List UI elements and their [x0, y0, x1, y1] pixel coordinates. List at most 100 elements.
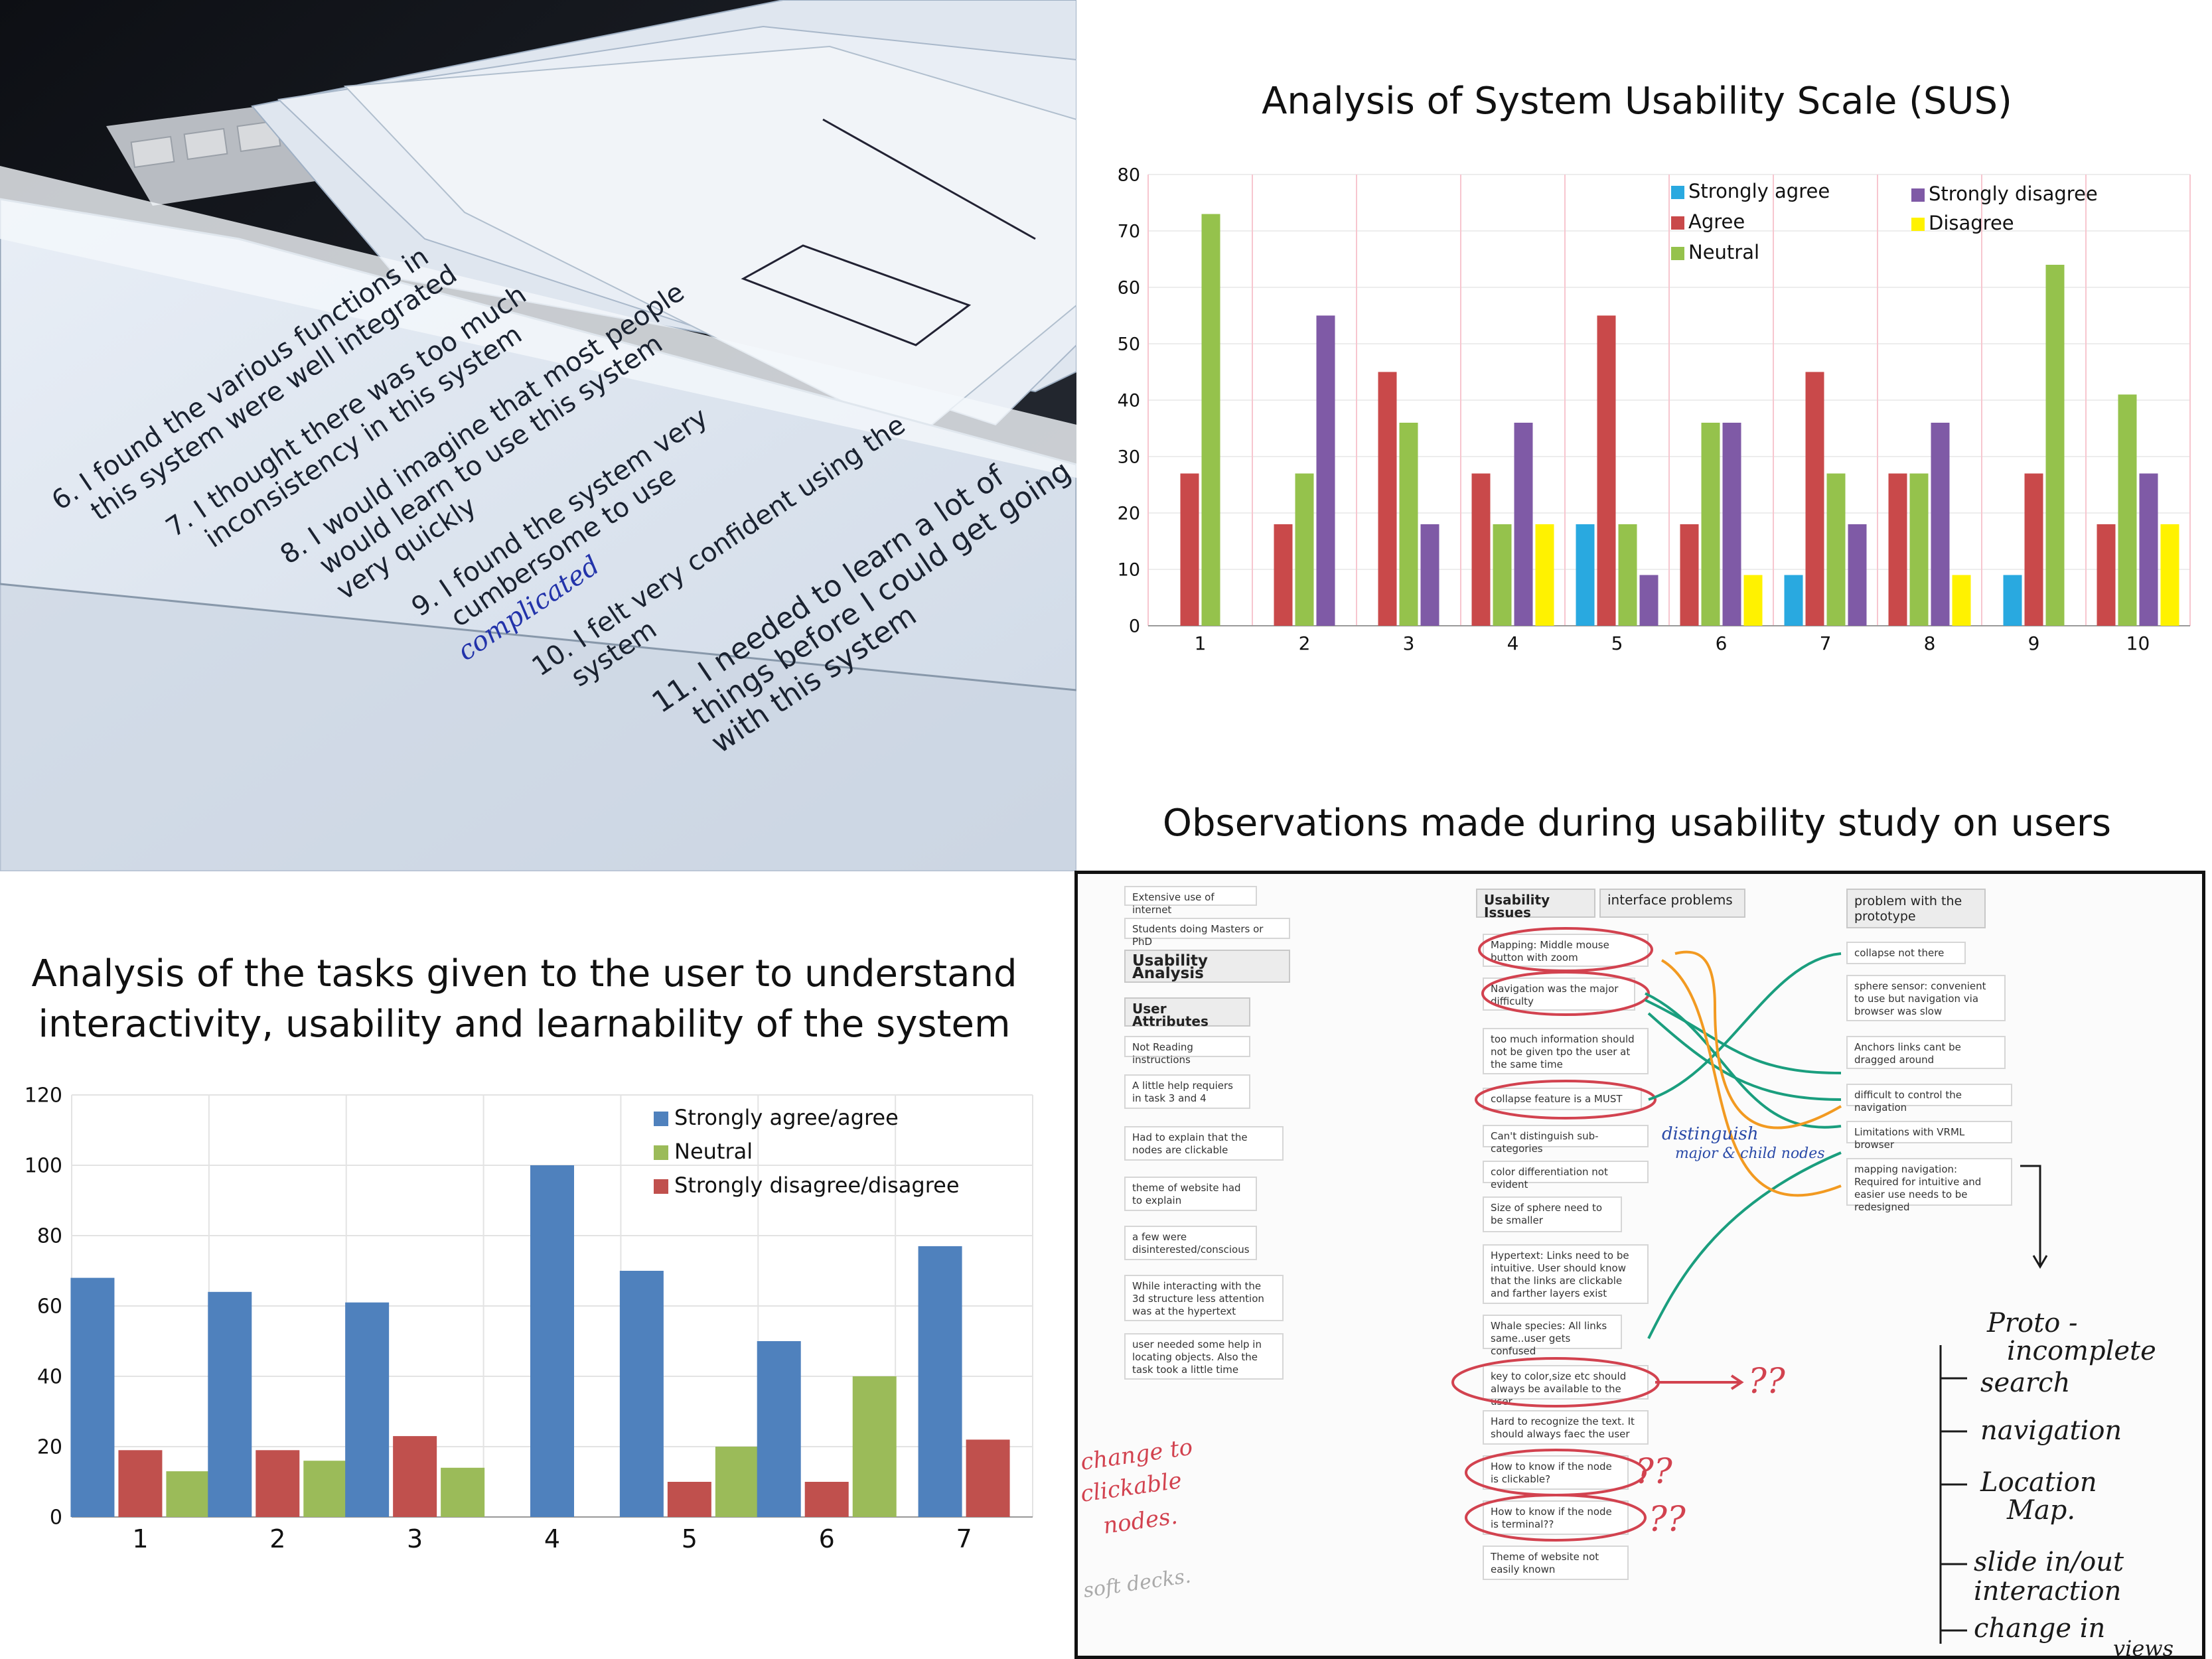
usability-issues-header: Usability Issues [1476, 889, 1595, 919]
bar [2045, 265, 2065, 626]
prototype-card: difficult to control the navigation [1846, 1084, 2012, 1114]
note-interaction: interaction [1974, 1576, 2121, 1607]
y-tick-label: 70 [1118, 221, 1140, 242]
legend-label-strongly-disagree: Strongly disagree [1929, 182, 2098, 205]
legend-label-neutral: Neutral [674, 1139, 753, 1164]
x-tick-label: 5 [682, 1524, 698, 1553]
note-question-marks: ?? [1649, 1500, 1686, 1540]
interface-problems-header: interface problems [1599, 889, 1745, 918]
note-question-marks: ?? [1635, 1452, 1673, 1492]
prototype-card: mapping navigation: Required for intuiti… [1846, 1158, 2012, 1213]
bar [2097, 524, 2116, 626]
y-tick-label: 20 [1118, 503, 1140, 524]
prototype-card: Anchors links cant be dragged around [1846, 1036, 2006, 1069]
note-distinguish-detail: major & child nodes [1675, 1145, 1825, 1162]
bar [166, 1471, 210, 1517]
x-tick-label: 4 [544, 1524, 560, 1553]
bar [1201, 214, 1220, 626]
y-tick-label: 30 [1118, 447, 1140, 467]
note-change-in: change in [1974, 1613, 2105, 1644]
y-tick-label: 0 [1129, 616, 1140, 636]
bar [1295, 473, 1314, 626]
bar [345, 1302, 390, 1517]
note-card: Had to explain that the nodes are clicka… [1124, 1126, 1284, 1161]
questionnaire-photo: 6. I found the various functions in this… [0, 0, 1076, 871]
note-card: Students doing Masters or PhD [1124, 918, 1290, 948]
y-tick-label: 40 [1118, 390, 1140, 411]
y-tick-label: 0 [50, 1506, 62, 1530]
issue-card: How to know if the node is clickable? [1483, 1455, 1629, 1490]
x-tick-label: 3 [407, 1524, 423, 1553]
bar [1784, 575, 1803, 626]
red-circle-marks [1451, 927, 1660, 1542]
issue-card: Can't distinguish sub-categories [1483, 1125, 1649, 1155]
x-tick-label: 5 [1611, 632, 1623, 654]
prototype-card: collapse not there [1846, 942, 1966, 964]
note-incomplete: incomplete [2007, 1336, 2156, 1366]
note-search: search [1980, 1368, 2070, 1398]
user-attributes-header: User Attributes [1124, 997, 1250, 1028]
photo-illustration: 6. I found the various functions in this… [0, 0, 1076, 871]
note-slide: slide in/out [1974, 1547, 2124, 1577]
bar [1909, 473, 1929, 626]
x-tick-label: 8 [1924, 632, 1936, 654]
y-tick-label: 80 [1118, 165, 1140, 185]
sus-grid [1147, 174, 2191, 626]
legend-label-disagree: Disagree [1929, 212, 2014, 234]
x-tick-label: 2 [269, 1524, 285, 1553]
bar [1274, 524, 1293, 626]
legend-swatch-strongly-agree [1671, 186, 1684, 199]
issue-card: Theme of website not easily known [1483, 1546, 1629, 1580]
bar [1576, 524, 1595, 626]
bar [1805, 372, 1824, 626]
legend-label-agree: Strongly agree/agree [674, 1105, 899, 1130]
issue-card: Hard to recognize the text. It should al… [1483, 1410, 1649, 1445]
bar [966, 1439, 1010, 1517]
bar [303, 1461, 348, 1517]
x-tick-label: 1 [132, 1524, 148, 1553]
bar [757, 1341, 801, 1517]
bar [1316, 315, 1335, 626]
bar [1535, 524, 1554, 626]
legend-swatch-strongly-disagree [1911, 188, 1925, 202]
prototype-card: sphere sensor: convenient to use but nav… [1846, 975, 2006, 1021]
bar [1952, 575, 1971, 626]
legend-label-agree: Agree [1688, 210, 1745, 233]
x-tick-label: 6 [1716, 632, 1728, 654]
note-card: user needed some help in locating object… [1124, 1333, 1284, 1380]
bar [715, 1447, 759, 1517]
bar [1826, 473, 1846, 626]
issue-card: How to know if the node is terminal?? [1483, 1500, 1629, 1535]
note-proto: Proto - [1986, 1308, 2078, 1338]
legend-swatch-neutral [1671, 247, 1684, 260]
bar [852, 1376, 897, 1517]
bar [1639, 575, 1659, 626]
legend-swatch-agree [1671, 216, 1684, 230]
bar [918, 1246, 962, 1517]
sus-chart-title: Analysis of System Usability Scale (SUS) [1262, 80, 2012, 123]
note-card: Not Reading instructions [1124, 1036, 1250, 1066]
bar [441, 1467, 485, 1517]
bar [2024, 473, 2043, 626]
bar [1848, 524, 1867, 626]
bar [2160, 524, 2179, 626]
bar [2003, 575, 2022, 626]
bar [1180, 473, 1199, 626]
bar [1471, 473, 1491, 626]
note-card: A little help requiers in task 3 and 4 [1124, 1074, 1250, 1109]
x-tick-label: 3 [1403, 632, 1415, 654]
note-card: Extensive use of internet [1124, 886, 1257, 916]
legend-label-neutral: Neutral [1688, 241, 1759, 263]
sus-y-axis: 0 10 20 30 40 50 60 70 80 [1118, 165, 1140, 636]
x-tick-label: 10 [2126, 632, 2150, 654]
sus-legend: Strongly agree Agree Neutral Strongly di… [1671, 180, 2098, 263]
tasks-y-axis: 0 20 40 60 80 100 120 [25, 1084, 62, 1530]
bar [1399, 423, 1418, 626]
prototype-problems-header: problem with the prototype [1846, 889, 1986, 928]
x-tick-label: 6 [819, 1524, 835, 1553]
y-tick-label: 60 [37, 1295, 62, 1319]
x-tick-label: 9 [2028, 632, 2040, 654]
y-tick-label: 100 [25, 1155, 62, 1178]
y-tick-label: 120 [25, 1084, 62, 1108]
legend-swatch-neutral [654, 1145, 668, 1160]
